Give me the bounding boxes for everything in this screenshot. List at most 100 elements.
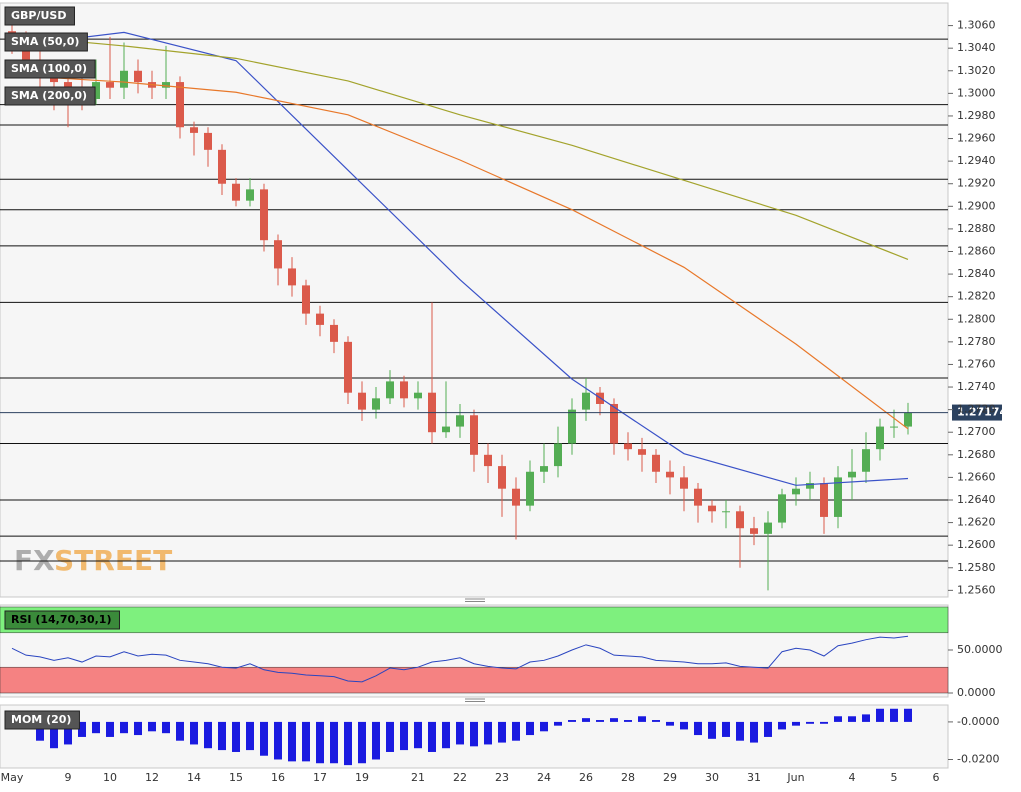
mom-bar [120,721,128,734]
legend-box [4,86,96,106]
y-tick-label: 1.2960 [957,132,996,145]
legend-box [4,32,88,52]
candle-body [862,449,870,472]
mom-bar [764,721,772,737]
x-tick-label: 5 [891,771,898,784]
mom-bar [330,721,338,764]
candle-body [750,528,758,534]
candle-body [92,82,100,100]
x-tick-label: 21 [411,771,425,784]
mom-bar [372,721,380,760]
candle-body [274,240,282,269]
candle-body [764,522,772,534]
sma-line [11,74,909,430]
panel-grip [465,598,485,702]
y-tick-label: 1.2740 [957,380,996,393]
candle-body [316,313,324,325]
candle-body [218,149,226,184]
y-tick-label: 1.2800 [957,312,996,325]
candle-body [806,483,814,489]
last-price-label: 1.27174 [957,406,1007,419]
mom-bar [554,721,562,726]
y-tick-label: -0.0000 [957,715,999,728]
mom-bar [386,721,394,752]
candle-body [372,398,380,410]
y-tick-label: 1.2620 [957,516,996,529]
legend-item: RSI (14,70,30,1) [4,610,120,630]
legend-box [4,59,96,79]
legend-item: SMA (100,0) [4,59,96,79]
y-tick-label: 0.0000 [957,686,996,699]
x-tick-label: 22 [453,771,467,784]
candle-body [680,477,688,489]
candle-body [344,341,352,393]
mom-bar [176,721,184,741]
mom-bar [358,721,366,764]
mom-bar [862,714,870,722]
candle-body [512,488,520,506]
mom-bar [232,721,240,752]
candle-body [582,392,590,410]
x-tick-label: 10 [103,771,117,784]
mom-bar [834,716,842,722]
mom-bar [442,721,450,749]
y-tick-label: 1.2840 [957,267,996,280]
x-tick-label: 23 [495,771,509,784]
mom-bar [470,721,478,747]
x-tick-label: 12 [145,771,159,784]
mom-bar [722,721,730,737]
candle-body [778,494,786,523]
mom-bar [750,721,758,743]
candle-body [792,488,800,495]
mom-bar [50,721,58,749]
mom-bar [274,721,282,760]
mom-bar [64,721,72,745]
mom-bar [148,721,156,732]
mom-bar [792,721,800,726]
mom-bar [820,721,828,724]
mom-bar [680,721,688,730]
mom-bar [848,716,856,722]
y-tick-label: 1.2680 [957,448,996,461]
y-tick-label: 1.2940 [957,154,996,167]
rsi-line [11,635,909,683]
mom-bar [316,721,324,764]
legend-box [4,710,80,730]
mom-bar [302,721,310,762]
candle-body [470,415,478,455]
mom-bar [708,721,716,739]
y-tick-label: 50.0000 [957,643,1003,656]
mom-bar [162,721,170,734]
x-tick-label: 4 [849,771,856,784]
candle-body [162,82,170,88]
sma-line [11,31,909,486]
candle-body [64,82,72,88]
candle-body [456,415,464,427]
sma-line [11,35,909,260]
mom-bar [806,721,814,724]
mom-bar [190,721,198,745]
mom-bar [428,721,436,752]
x-tick-label: 15 [229,771,243,784]
x-tick-label: 28 [621,771,635,784]
candle-body [358,392,366,410]
candle-body [694,488,702,506]
mom-bar [246,721,254,751]
x-tick-label: May [1,771,24,784]
mom-bar [512,721,520,741]
candle-body [442,426,450,433]
candle-body [386,381,394,399]
mom-bar [890,708,898,722]
y-tick-label: -0.0200 [957,752,999,765]
candle-body [540,466,548,472]
candle-body [246,189,254,201]
candle-body [414,392,422,399]
mom-bar [92,721,100,734]
candle-body [568,409,576,444]
x-tick-label: 9 [65,771,72,784]
candle-body [722,511,730,513]
candle-body [484,454,492,467]
candle-body [624,443,632,450]
